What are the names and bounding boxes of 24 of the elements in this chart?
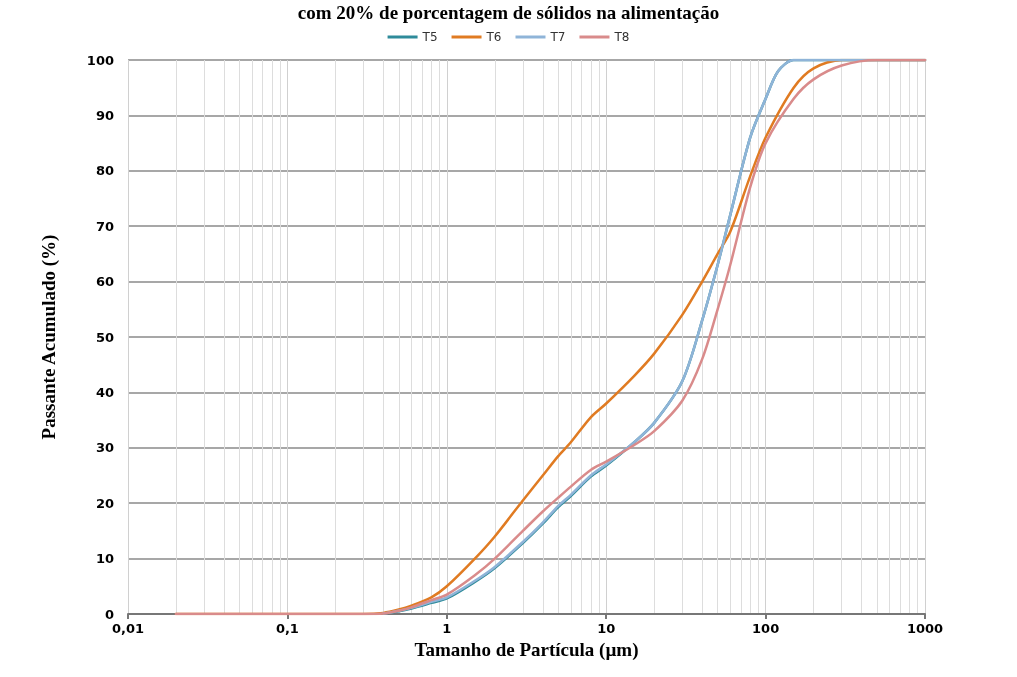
chart-title: com 20% de porcentagem de sólidos na alimentação	[297, 2, 720, 23]
y-tick-label: 60	[95, 274, 114, 290]
x-tick-label: 1000	[906, 621, 944, 636]
x-tick-label: 0,1	[275, 621, 299, 636]
y-tick-label: 20	[95, 495, 114, 511]
legend-label: T6	[485, 30, 502, 44]
x-tick-label: 10	[597, 621, 616, 636]
y-tick-label: 40	[95, 384, 114, 400]
y-tick-label: 70	[95, 218, 114, 234]
x-tick-label: 100	[752, 621, 780, 636]
legend-label: T8	[613, 30, 630, 44]
legend-label: T5	[421, 30, 438, 44]
y-tick-label: 90	[95, 107, 114, 123]
y-tick-label: 10	[95, 551, 114, 567]
y-tick-label: 100	[86, 52, 114, 68]
y-tick-label: 30	[95, 440, 114, 456]
x-tick-label: 1	[442, 621, 452, 636]
y-tick-label: 0	[104, 606, 114, 622]
y-tick-label: 80	[95, 163, 114, 179]
legend-label: T7	[549, 30, 566, 44]
y-axis-title: Passante Acumulado (%)	[38, 234, 60, 440]
x-axis-title: Tamanho de Partícula (µm)	[414, 638, 639, 661]
x-tick-label: 0,01	[111, 621, 145, 636]
y-tick-label: 50	[95, 329, 114, 345]
